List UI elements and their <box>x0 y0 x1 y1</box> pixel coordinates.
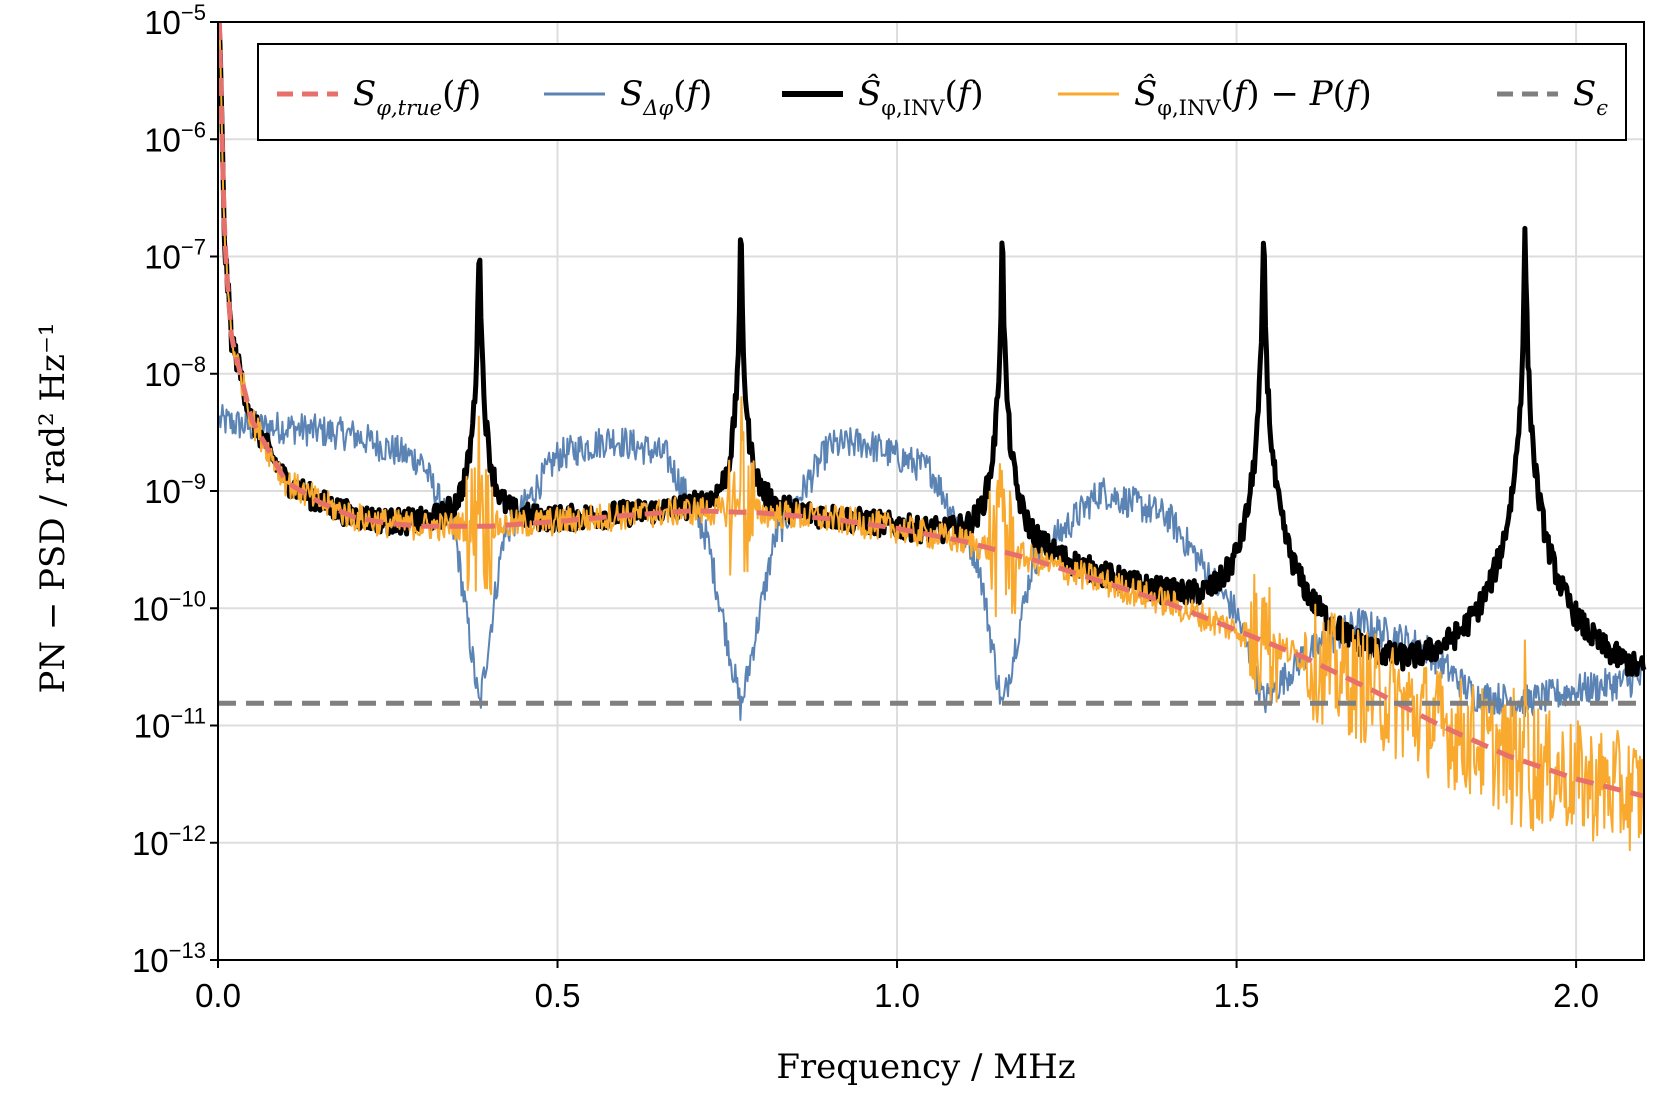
y-tick-label: 10−6 <box>144 117 206 158</box>
x-axis-title: Frequency / MHz <box>776 1047 1075 1087</box>
legend-box <box>257 43 1627 141</box>
series-layer <box>216 21 1647 852</box>
x-tick-label: 0.0 <box>195 977 241 1014</box>
y-tick-label: 10−7 <box>144 235 206 276</box>
legend-label-s-hat-inv: Ŝφ,INV(f) <box>858 73 984 120</box>
grid-lines <box>217 21 1644 961</box>
series-s-hat-minus-p <box>218 21 1645 852</box>
series-s-delta-phi <box>218 404 1645 721</box>
series-s-hat-phi-inv <box>216 27 1647 677</box>
legend: Sφ,true(f) SΔφ(f) Ŝφ,INV(f) Ŝφ,INV(f) − … <box>257 43 1627 141</box>
legend-label-s-hat-minus-p: Ŝφ,INV(f) − P(f) <box>1134 73 1372 120</box>
x-tick-label: 2.0 <box>1553 977 1599 1014</box>
y-tick-label: 10−8 <box>144 352 206 393</box>
series-s-phi-true <box>216 21 1645 799</box>
y-tick-label: 10−13 <box>132 938 206 979</box>
y-tick-label: 10−11 <box>134 704 206 745</box>
axis-ticks: 0.0 0.5 1.0 1.5 2.0 10−13 10−12 10−11 10−10 10−9 1… <box>132 0 1599 1014</box>
y-tick-label: 10−5 <box>144 0 206 41</box>
y-tick-label: 10−10 <box>132 586 206 627</box>
x-tick-label: 0.5 <box>535 977 581 1014</box>
y-tick-label: 10−12 <box>132 821 206 862</box>
legend-label-s-phi-true: Sφ,true(f) <box>353 74 481 120</box>
y-tick-label: 10−9 <box>144 469 206 510</box>
y-axis-title: PN − PSD / rad² Hz⁻¹ <box>33 322 73 693</box>
x-tick-label: 1.5 <box>1214 977 1260 1014</box>
x-tick-label: 1.0 <box>874 977 920 1014</box>
